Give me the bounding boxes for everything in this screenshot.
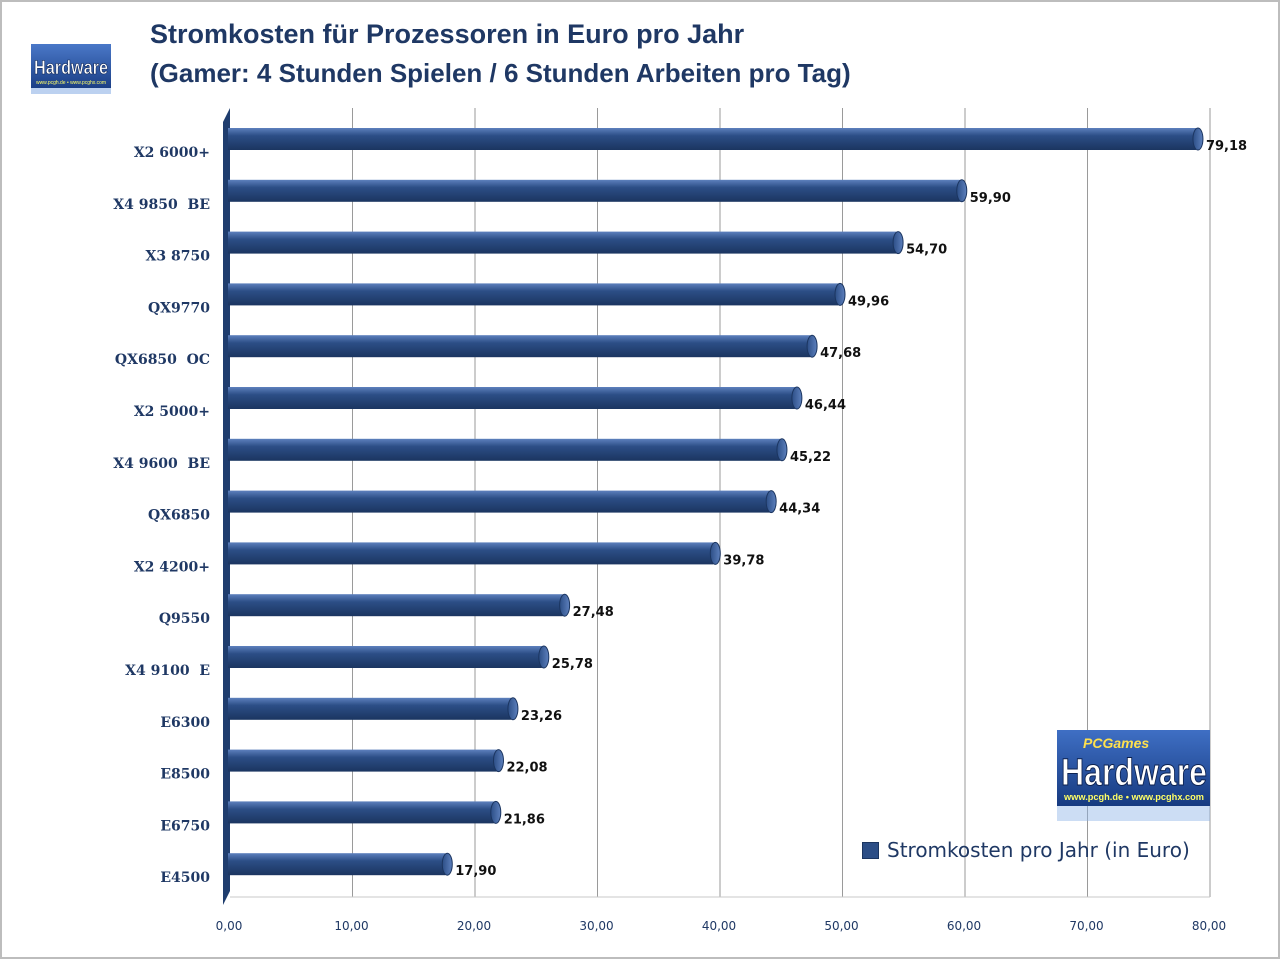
- x-tick-label: 10,00: [334, 919, 368, 933]
- value-label: 54,70: [906, 243, 947, 258]
- chart-subtitle: (Gamer: 4 Stunden Spielen / 6 Stunden Ar…: [150, 58, 851, 88]
- value-label: 59,90: [970, 191, 1011, 206]
- bar-cap: [559, 593, 571, 617]
- category-label: E8500: [160, 767, 210, 783]
- logo-small-tagline: www.pcgh.de • www.pcghx.com: [36, 80, 106, 86]
- x-tick-label: 20,00: [457, 919, 491, 933]
- category-label: E6300: [160, 715, 210, 731]
- bar: [228, 594, 563, 617]
- value-label: 39,78: [723, 553, 764, 568]
- value-label: 79,18: [1206, 139, 1247, 154]
- legend-label: Stromkosten pro Jahr (in Euro): [887, 838, 1190, 862]
- category-label: X2 5000+: [134, 404, 210, 420]
- bar: [228, 283, 839, 306]
- value-label: 49,96: [848, 294, 889, 309]
- legend: Stromkosten pro Jahr (in Euro): [862, 838, 1190, 862]
- bar: [228, 697, 511, 720]
- x-tick-label: 0,00: [216, 919, 243, 933]
- x-tick-label: 80,00: [1192, 919, 1226, 933]
- value-label: 27,48: [573, 605, 614, 620]
- category-label: Q9550: [159, 611, 210, 627]
- bar-cap: [490, 800, 502, 824]
- category-label: X4 9100 E: [125, 663, 210, 679]
- bar-cap: [892, 231, 904, 255]
- bar: [228, 646, 542, 668]
- bar-cap: [791, 386, 803, 410]
- category-label: QX6850: [148, 508, 210, 524]
- pcgh-logo-large: PCGames Hardware www.pcgh.de • www.pcghx…: [1057, 730, 1210, 821]
- bar-cap: [441, 852, 453, 876]
- value-label: 22,08: [506, 761, 547, 776]
- category-label: E4500: [160, 870, 210, 886]
- bar-cap: [538, 645, 550, 669]
- bar-cap: [507, 697, 519, 721]
- bar-cap: [492, 749, 504, 773]
- bar: [228, 231, 897, 254]
- value-label: 17,90: [455, 864, 496, 879]
- bar-cap: [834, 282, 846, 306]
- bar: [228, 490, 770, 513]
- x-tick-label: 50,00: [824, 919, 858, 933]
- value-label: 45,22: [790, 450, 831, 465]
- legend-swatch: [862, 841, 879, 859]
- bar-cap: [956, 179, 968, 203]
- value-label: 25,78: [552, 657, 593, 672]
- chart-title: Stromkosten für Prozessoren in Euro pro …: [150, 19, 745, 49]
- bar-cap: [765, 490, 777, 514]
- value-label: 47,68: [820, 346, 861, 361]
- category-label: X2 6000+: [134, 145, 210, 161]
- category-label: E6750: [160, 818, 210, 834]
- value-label: 23,26: [521, 709, 562, 724]
- bar-cap: [709, 541, 721, 565]
- bar: [228, 179, 960, 202]
- logo-large-prefix: PCGames: [1083, 735, 1149, 751]
- category-label: QX9770: [148, 300, 210, 316]
- category-label: X2 4200+: [134, 559, 210, 575]
- value-label: 21,86: [504, 812, 545, 827]
- logo-small-brand: Hardware: [34, 58, 108, 79]
- bar: [228, 335, 811, 358]
- category-label: QX6850 OC: [115, 352, 210, 368]
- bar: [228, 801, 494, 824]
- bar-cap: [776, 438, 788, 462]
- pcgh-logo-small: Hardware www.pcgh.de • www.pcghx.com: [31, 44, 111, 94]
- bar: [228, 542, 714, 565]
- x-tick-label: 40,00: [702, 919, 736, 933]
- category-label: X4 9850 BE: [113, 197, 210, 213]
- category-label: X3 8750: [146, 249, 211, 265]
- bar: [228, 438, 780, 461]
- bar: [228, 853, 446, 876]
- bar-cap: [806, 334, 818, 358]
- value-label: 46,44: [805, 398, 846, 413]
- x-tick-label: 60,00: [947, 919, 981, 933]
- bar-cap: [1192, 127, 1204, 151]
- bar: [228, 749, 497, 772]
- logo-large-url: www.pcgh.de • www.pcghx.com: [1063, 792, 1204, 802]
- value-label: 44,34: [779, 502, 820, 517]
- x-tick-label: 30,00: [579, 919, 613, 933]
- bar: [228, 128, 1196, 150]
- category-label: X4 9600 BE: [113, 456, 210, 472]
- bar: [228, 387, 795, 409]
- logo-large-brand: Hardware: [1061, 752, 1207, 794]
- x-tick-label: 70,00: [1069, 919, 1103, 933]
